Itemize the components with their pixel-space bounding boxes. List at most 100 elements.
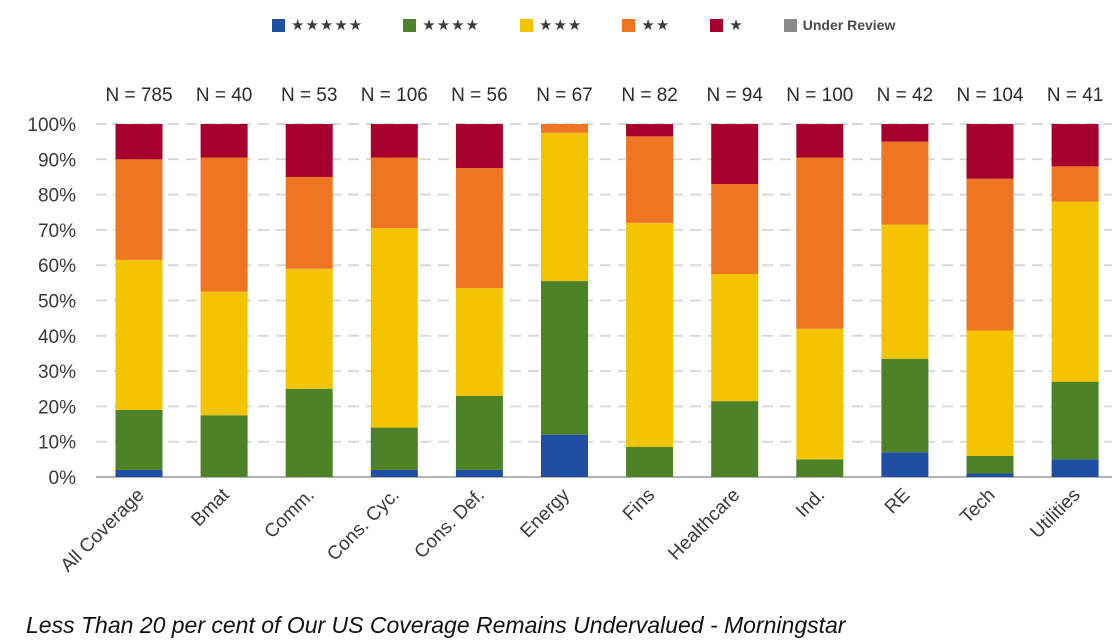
legend-swatch-one-star [710, 18, 724, 32]
chart-caption: Less Than 20 per cent of Our US Coverage… [26, 612, 846, 638]
bar-segment [541, 132, 588, 282]
bar-segment [711, 401, 759, 477]
x-tick-label: Ind. [792, 485, 829, 522]
bar-segment [1051, 124, 1099, 167]
bar-segment [285, 176, 333, 269]
x-tick-label: Comm. [261, 485, 319, 543]
n-count-label: N = 100 [786, 85, 853, 106]
bar-segment [966, 124, 1014, 179]
bar-segment [966, 330, 1014, 456]
legend-swatch-five-star [272, 18, 285, 32]
x-tick-label: Cons. Cyc. [323, 485, 404, 566]
bar-segment [711, 124, 759, 185]
n-count-label: N = 53 [281, 85, 338, 106]
chart-legend: ★★★★★ ★★★★ ★★★ ★★ ★ Under Review [272, 14, 935, 36]
legend-item-three-star: ★★★ [520, 16, 582, 34]
legend-swatch-under-review [783, 18, 797, 32]
bar-segment [711, 274, 759, 402]
n-count-label: N = 67 [536, 85, 593, 106]
y-tick-label: 60% [38, 256, 76, 277]
legend-label-under-review: Under Review [802, 17, 896, 33]
bar-segment [370, 469, 418, 477]
bar-segment [1051, 201, 1099, 382]
legend-label-three-star: ★★★ [539, 16, 583, 34]
x-tick-label: Tech [956, 485, 999, 528]
legend-swatch-two-star [622, 18, 636, 32]
bar-segment [285, 388, 333, 477]
y-tick-label: 40% [38, 327, 76, 348]
n-count-label: N = 104 [956, 85, 1024, 106]
x-tick-label: Cons. Def. [411, 485, 489, 563]
bar-segment [200, 124, 248, 158]
bar-segment [455, 288, 503, 396]
bar-segment [541, 281, 588, 435]
n-count-label: N = 56 [451, 85, 508, 106]
bar-segment [881, 124, 929, 142]
n-count-label: N = 41 [1047, 85, 1104, 106]
bar-segment [115, 124, 163, 160]
bar-segment [626, 222, 674, 447]
y-tick-label: 30% [38, 362, 76, 383]
x-tick-label: Energy [517, 484, 575, 542]
x-tick-label: Utilities [1026, 485, 1084, 543]
x-tick-label: Healthcare [664, 485, 744, 565]
y-tick-label: 10% [38, 433, 76, 454]
bar-segment [881, 224, 929, 359]
bar-segment [626, 136, 674, 223]
bar-segment [881, 141, 929, 225]
legend-item-two-star: ★★ [622, 16, 670, 34]
bar-segment [455, 124, 503, 169]
x-tick-label: All Coverage [57, 485, 149, 577]
bar-segment [285, 268, 333, 389]
bar-segment [200, 157, 248, 292]
n-count-label: N = 785 [105, 85, 172, 106]
bar-segment [370, 228, 418, 428]
legend-item-one-star: ★ [710, 16, 743, 34]
y-tick-label: 100% [27, 115, 76, 136]
bar-segment [1051, 459, 1099, 477]
bar-segment [455, 395, 503, 470]
y-tick-label: 50% [38, 292, 76, 313]
bar-segment [115, 469, 163, 477]
y-tick-label: 20% [38, 397, 76, 418]
bar-segment [796, 124, 844, 158]
bar-segment [881, 358, 929, 453]
bar-segment [541, 434, 588, 477]
legend-swatch-four-star [403, 18, 417, 32]
bar-segment [285, 124, 333, 177]
bar-segment [370, 124, 418, 158]
bar-segment [1051, 381, 1099, 460]
bar-segment [626, 124, 674, 137]
bar-segment [1051, 166, 1099, 202]
y-tick-label: 70% [38, 221, 76, 242]
x-tick-label: Bmat [187, 484, 234, 531]
bar-segment [541, 124, 588, 133]
n-count-label: N = 94 [706, 85, 763, 106]
bar-segment [966, 455, 1014, 474]
n-count-label: N = 40 [196, 85, 253, 106]
bar-segment [796, 459, 844, 477]
legend-label-four-star: ★★★★ [422, 16, 481, 34]
bar-segment [115, 409, 163, 470]
legend-label-one-star: ★ [729, 16, 744, 34]
y-tick-label: 90% [38, 150, 76, 171]
n-count-label: N = 82 [621, 85, 678, 106]
bar-segment [200, 291, 248, 416]
legend-label-five-star: ★★★★★ [291, 16, 364, 34]
bar-segment [966, 473, 1014, 477]
x-tick-label: RE [881, 485, 915, 519]
x-tick-label: Fins [619, 485, 659, 525]
bar-segment [455, 469, 503, 477]
bar-segment [200, 415, 248, 477]
n-count-label: N = 42 [877, 85, 934, 106]
bar-segment [711, 184, 759, 275]
legend-label-two-star: ★★ [641, 16, 671, 34]
legend-item-under-review: Under Review [783, 17, 896, 33]
bar-segment [115, 159, 163, 260]
y-tick-label: 80% [38, 186, 76, 207]
legend-item-four-star: ★★★★ [403, 16, 480, 34]
bar-segment [626, 446, 674, 477]
bar-segment [966, 178, 1014, 331]
bar-segment [455, 168, 503, 289]
